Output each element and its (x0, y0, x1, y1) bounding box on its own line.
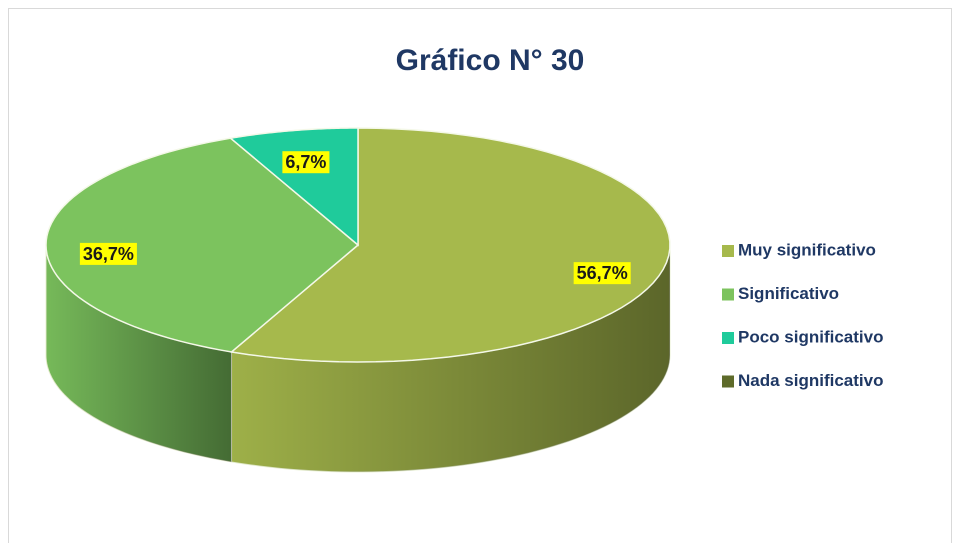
legend-label: Significativo (738, 284, 839, 303)
slice (229, 127, 671, 363)
chart-title: Gráfico N° 30 (396, 44, 585, 77)
legend-label: Muy significativo (738, 240, 876, 259)
data-label-bg (79, 242, 137, 265)
legend-swatch (722, 375, 734, 388)
data-label-bg (573, 262, 631, 285)
legend-swatch (722, 288, 734, 301)
data-label-bg (282, 151, 330, 174)
slice-side-shade (231, 245, 671, 472)
data-label: 36,7% (83, 244, 134, 264)
slice-side-shade (46, 245, 232, 462)
legend-swatch (722, 245, 734, 257)
legend-swatch (722, 332, 734, 344)
legend-label: Nada significativo (738, 371, 883, 390)
slice (45, 137, 360, 353)
legend-label: Poco significativo (738, 327, 883, 346)
data-label: 56,7% (577, 263, 628, 283)
data-label: 6,7% (285, 152, 326, 172)
